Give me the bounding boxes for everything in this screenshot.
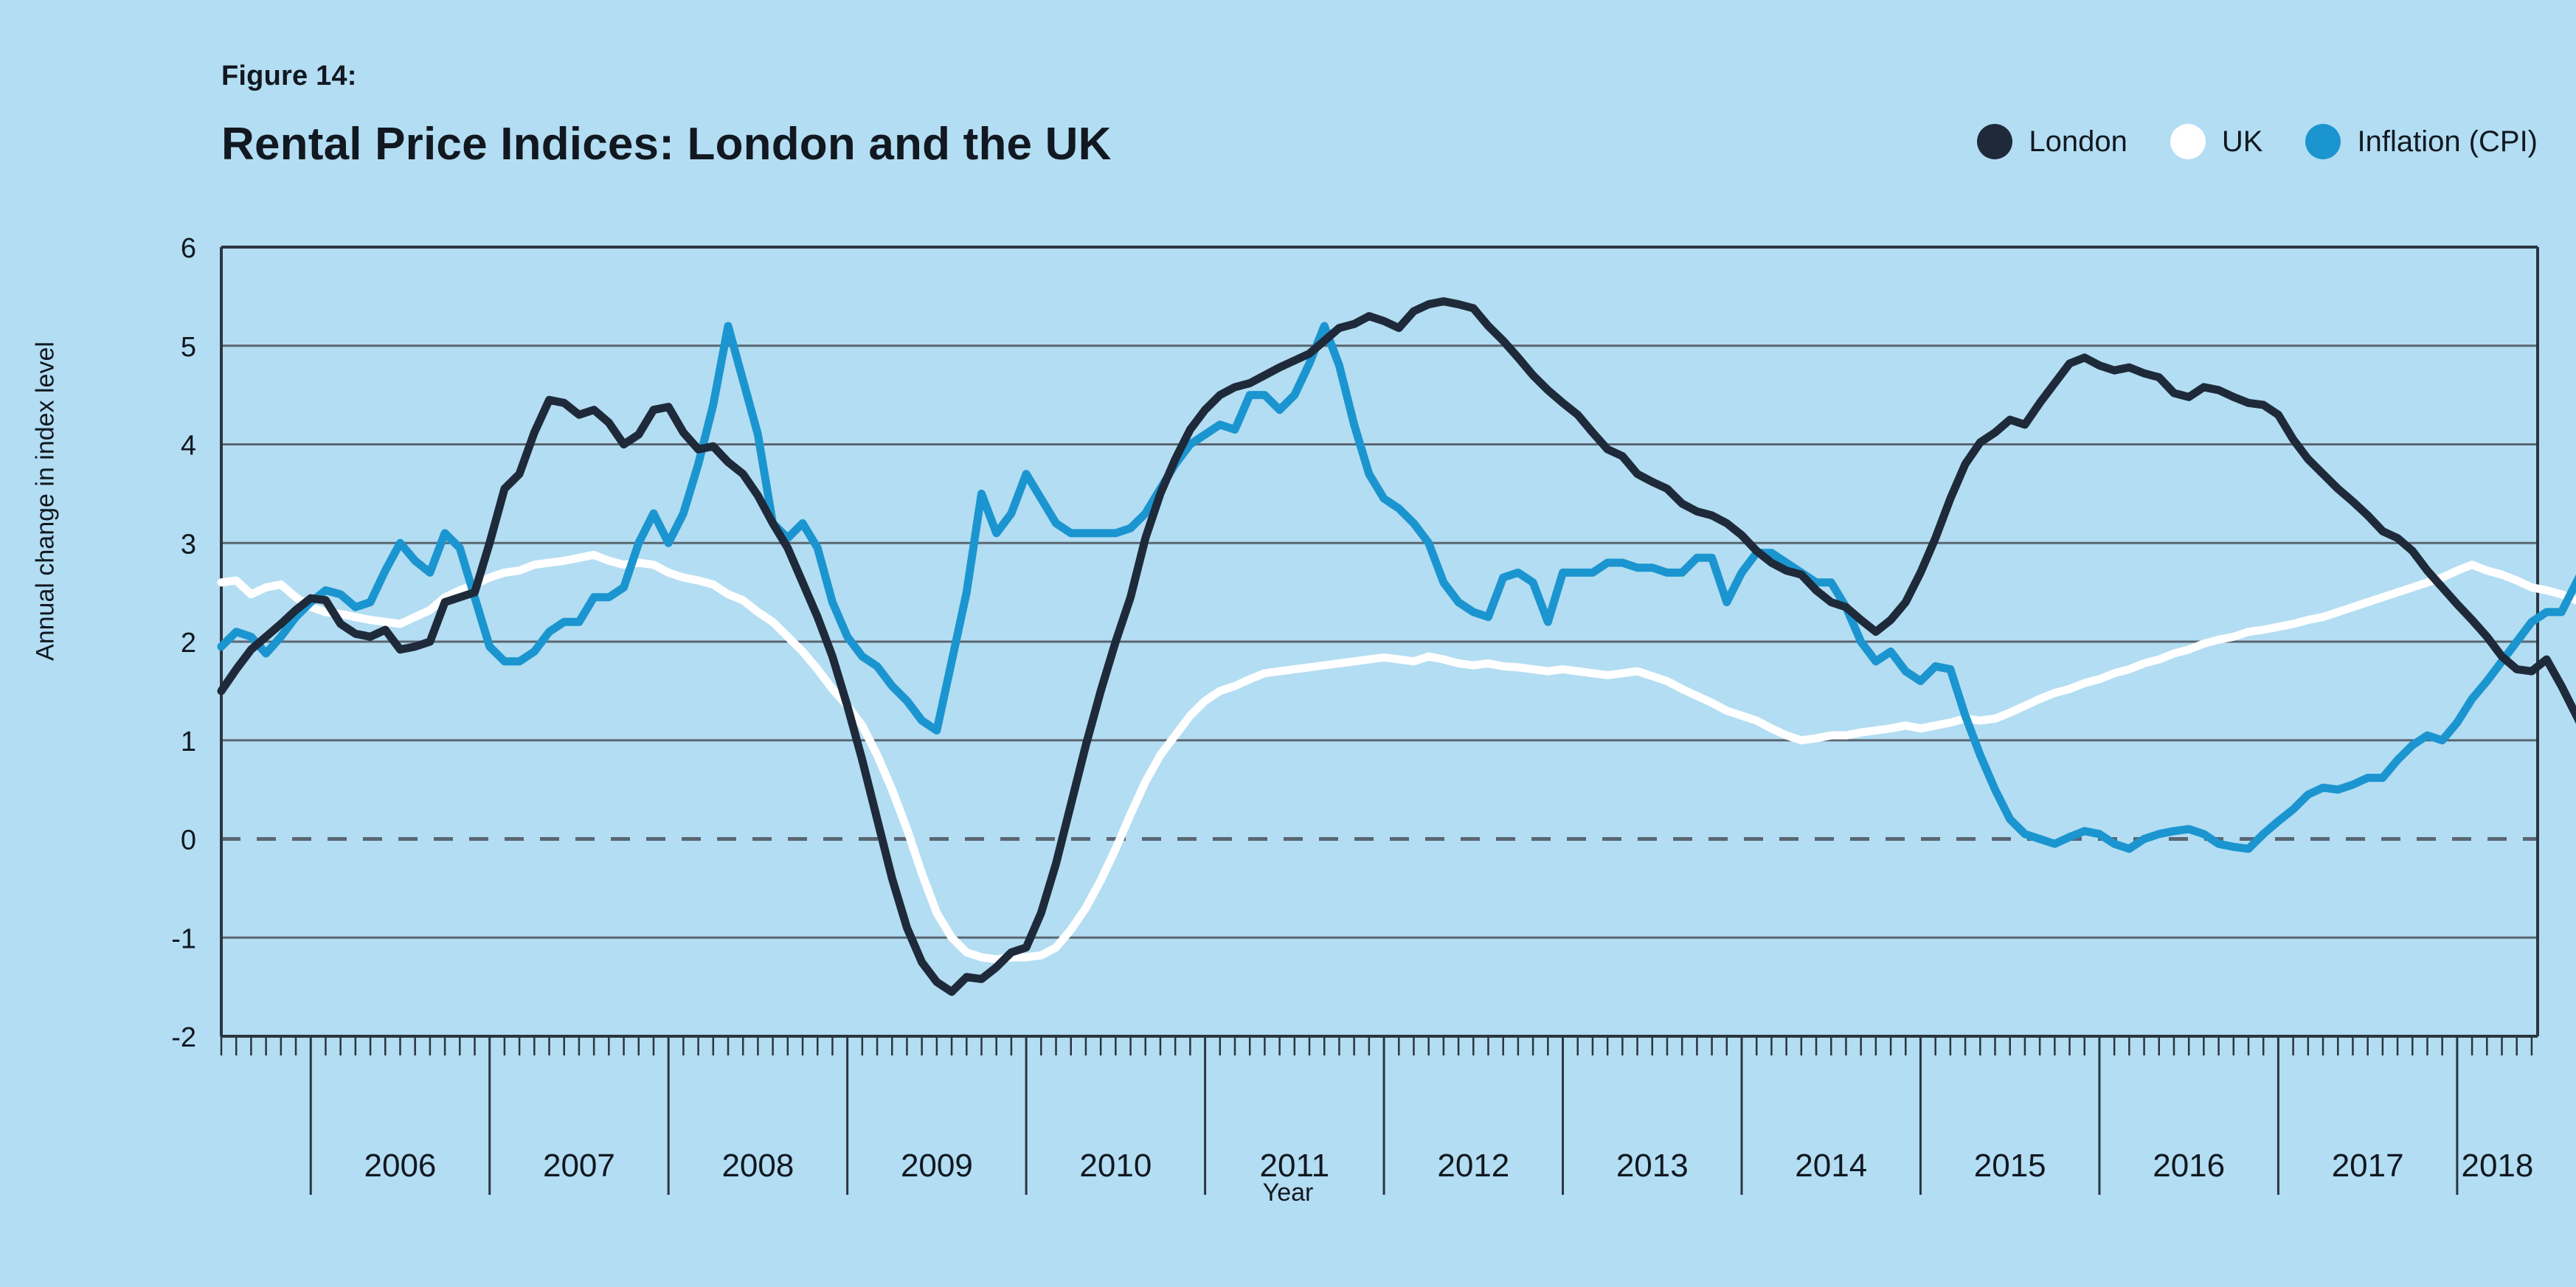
legend-item-london[interactable]: London bbox=[1977, 124, 2127, 159]
y-axis-tick-label: 3 bbox=[181, 529, 196, 560]
y-axis-tick-label: 1 bbox=[181, 726, 196, 757]
legend-item-inflation[interactable]: Inflation (CPI) bbox=[2305, 124, 2538, 159]
series-line-uk bbox=[217, 550, 2576, 964]
y-axis-tick-label: 6 bbox=[181, 233, 196, 264]
y-axis-tick-label: -2 bbox=[171, 1022, 196, 1053]
legend-label-uk: UK bbox=[2221, 125, 2263, 158]
series-line-inflation-cpi bbox=[217, 322, 2576, 853]
figure-number-label: Figure 14: bbox=[221, 60, 357, 91]
legend-swatch-circle-icon bbox=[1977, 124, 2013, 159]
x-axis-label: Year bbox=[1262, 1179, 1314, 1207]
legend-label-inflation: Inflation (CPI) bbox=[2357, 125, 2538, 158]
y-axis-tick-label: -1 bbox=[171, 923, 196, 954]
legend-label-london: London bbox=[2029, 125, 2127, 158]
chart-legend: London UK Inflation (CPI) bbox=[1977, 124, 2538, 159]
legend-swatch-circle-icon bbox=[2305, 124, 2341, 159]
legend-item-uk[interactable]: UK bbox=[2170, 124, 2263, 159]
y-axis-tick-label: 4 bbox=[181, 431, 196, 462]
y-axis-tick-label: 2 bbox=[181, 628, 196, 659]
y-axis-tick-label: 0 bbox=[181, 825, 196, 856]
figure-title: Rental Price Indices: London and the UK bbox=[221, 119, 1112, 170]
legend-swatch-circle-icon bbox=[2170, 124, 2206, 159]
y-axis-label: Annual change in index level bbox=[31, 341, 60, 661]
series-line-london bbox=[217, 297, 2576, 996]
y-axis-tick-label: 5 bbox=[181, 332, 196, 363]
